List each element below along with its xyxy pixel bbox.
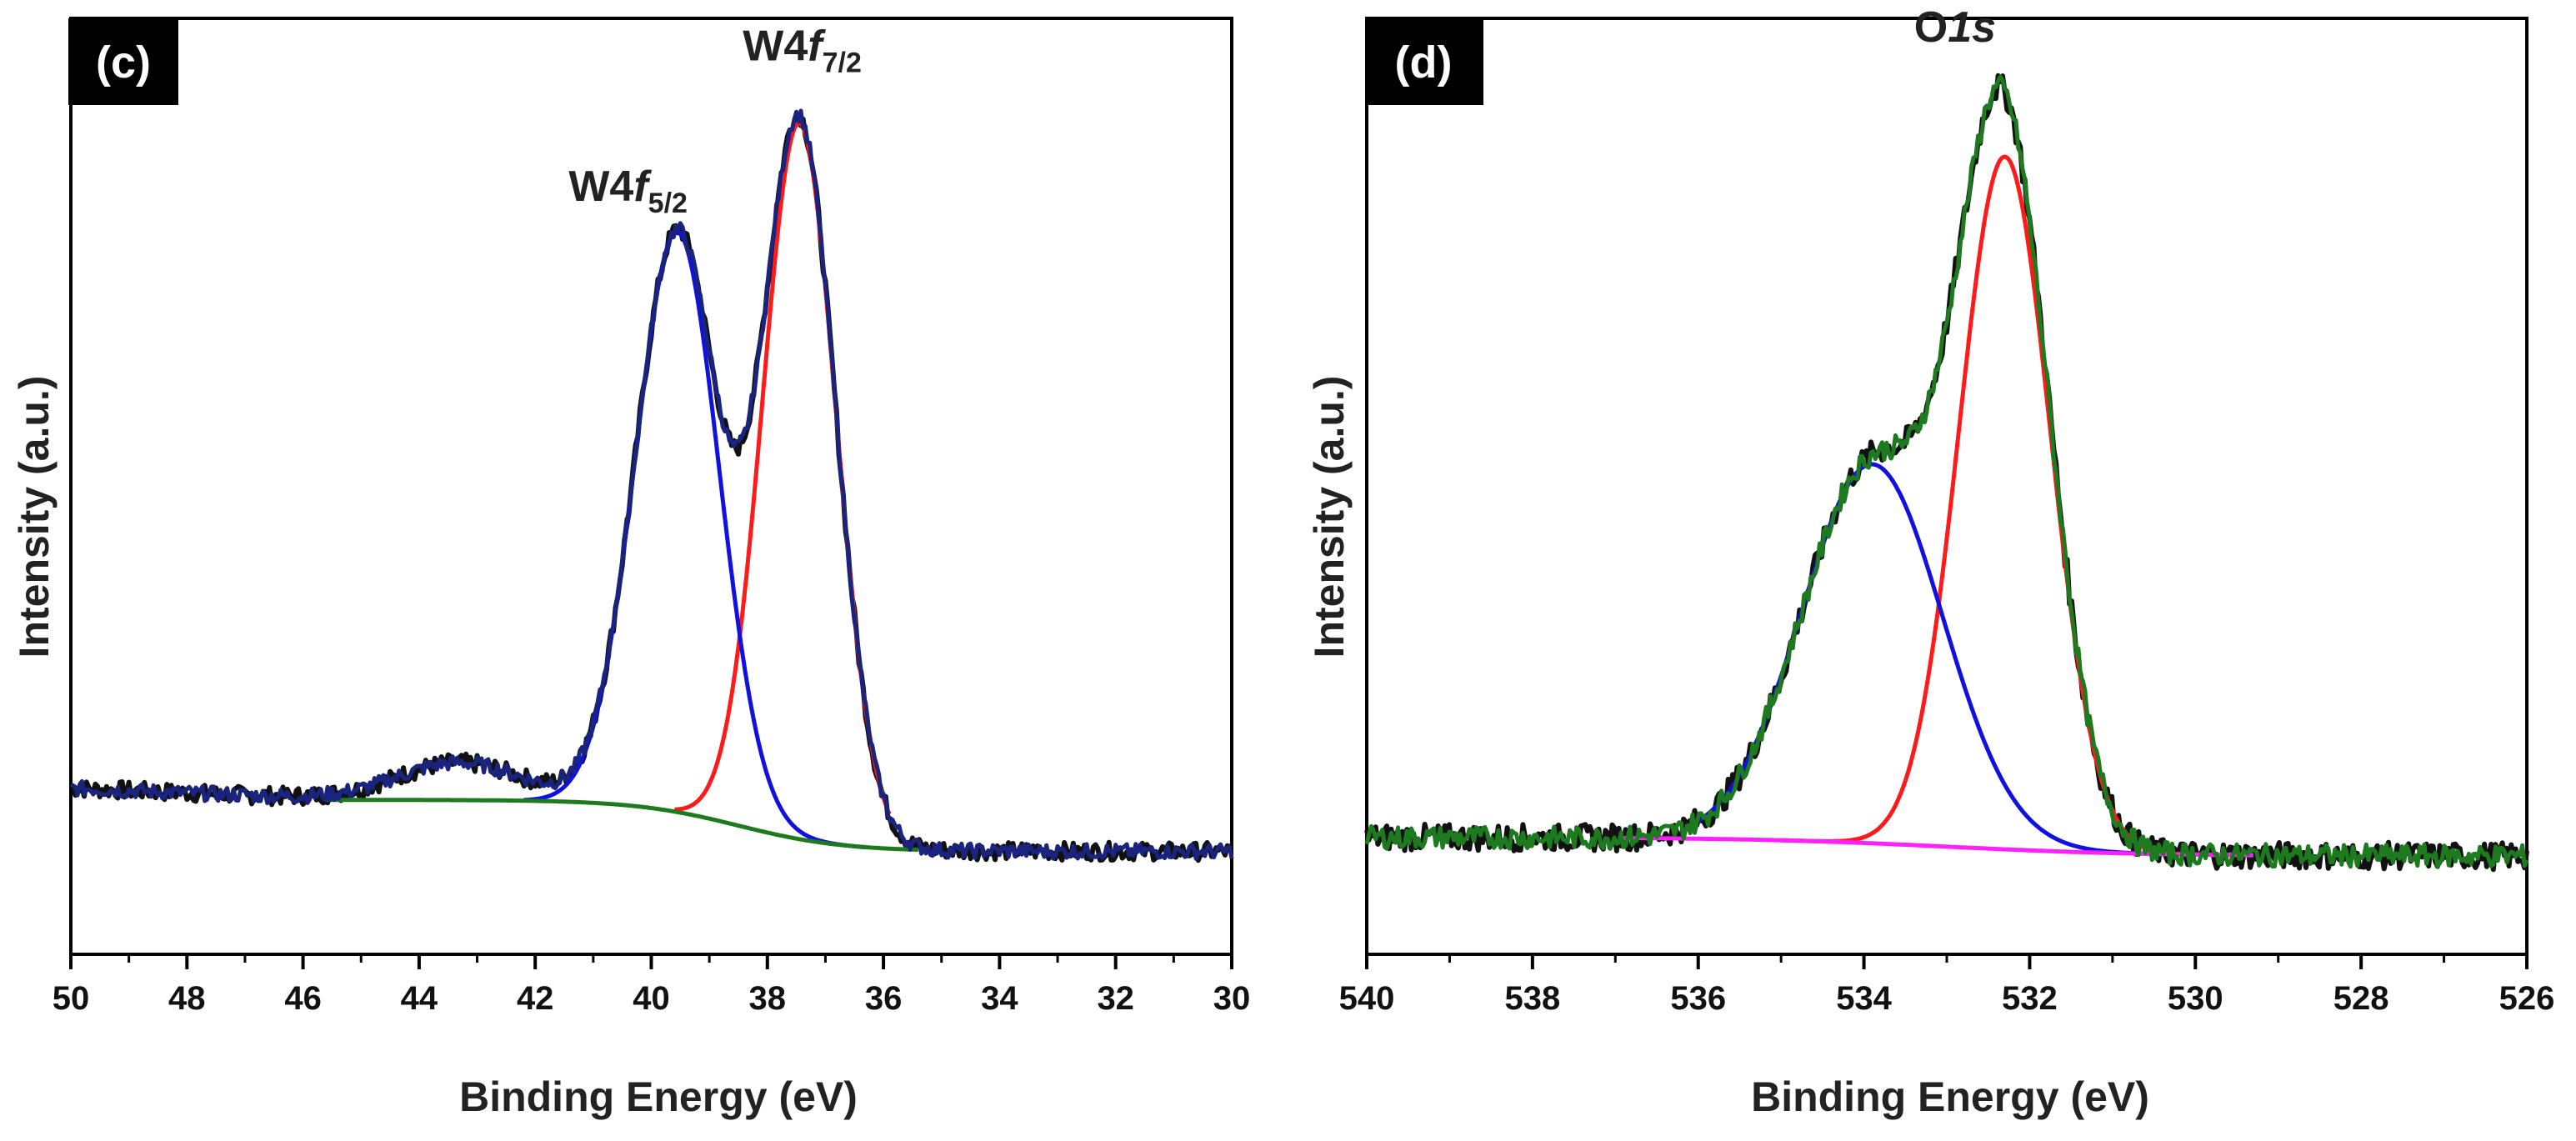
curve-group xyxy=(69,108,1234,863)
y-axis-title: Intensity (a.u.) xyxy=(11,376,58,658)
panel-c: (c) 50 48 46 44 42 40 38 36 34 32 30 W4f7/2W4f5/2 … xyxy=(11,17,1251,1120)
x-tick-label: 48 xyxy=(168,980,206,1017)
x-tick-label: 540 xyxy=(1339,980,1395,1017)
x-axis-title: Binding Energy (eV) xyxy=(1751,1073,2149,1120)
x-tick-label: 34 xyxy=(981,980,1018,1017)
curve-group xyxy=(1364,73,2529,873)
x-tick-label: 50 xyxy=(53,980,90,1017)
panel-tag-label: (d) xyxy=(1395,38,1453,88)
raw-data-line xyxy=(69,113,1233,863)
x-tick-label: 532 xyxy=(2002,980,2058,1017)
panel-d: (d) 540 538 536 534 532 530 528 526 O1s Binding… xyxy=(1306,3,2554,1120)
annotation-main: O xyxy=(1914,3,1948,52)
panel-tag xyxy=(68,18,178,105)
annotation-main: W4 xyxy=(743,23,808,71)
x-tick-label: 36 xyxy=(865,980,903,1017)
panel-tag xyxy=(1365,18,1483,105)
background-line xyxy=(325,798,919,853)
annotation-subscript: 7/2 xyxy=(823,48,862,79)
ann-o1s: O1s xyxy=(1914,3,1996,52)
annotation-italic: f xyxy=(808,23,826,71)
x-tick-label: 46 xyxy=(284,980,322,1017)
x-tick-label: 526 xyxy=(2499,980,2555,1017)
x-tick-label: 534 xyxy=(1836,980,1892,1017)
fit-envelope-line xyxy=(1364,74,2529,869)
x-tick-label: 536 xyxy=(1670,980,1726,1017)
panel-tag-label: (c) xyxy=(96,38,151,88)
x-tick-label: 40 xyxy=(633,980,670,1017)
x-tick-label: 30 xyxy=(1213,980,1251,1017)
annotation-subscript: 5/2 xyxy=(648,188,688,219)
peak-fit-line xyxy=(673,121,892,815)
ann-w4f52: W4f5/2 xyxy=(568,163,688,219)
fit-envelope-line xyxy=(69,108,1234,861)
background-line xyxy=(1623,836,2254,858)
peak-fit-line xyxy=(1780,154,2230,858)
x-tick-label: 530 xyxy=(2168,980,2223,1017)
plot-frame xyxy=(69,17,1233,956)
x-axis-title: Binding Energy (eV) xyxy=(459,1073,858,1120)
x-ticks: 540 538 536 534 532 530 528 526 xyxy=(1339,954,2555,1017)
annotation-italic: 1s xyxy=(1948,3,1996,52)
annotation-main: W4 xyxy=(568,163,633,211)
x-tick-label: 32 xyxy=(1097,980,1134,1017)
x-tick-label: 42 xyxy=(517,980,554,1017)
plot-frame xyxy=(1365,17,2528,956)
x-tick-label: 528 xyxy=(2333,980,2389,1017)
x-tick-label: 38 xyxy=(749,980,787,1017)
x-tick-label: 538 xyxy=(1504,980,1560,1017)
x-ticks: 50 48 46 44 42 40 38 36 34 32 30 xyxy=(53,954,1251,1017)
peak-annotations: O1s xyxy=(1914,3,1996,52)
x-tick-label: 44 xyxy=(401,980,438,1017)
peak-fit-line xyxy=(522,229,868,849)
annotation-italic: f xyxy=(633,163,652,211)
ann-w4f72: W4f7/2 xyxy=(743,23,862,79)
raw-data-line xyxy=(1364,73,2529,873)
y-axis-title: Intensity (a.u.) xyxy=(1306,376,1353,658)
